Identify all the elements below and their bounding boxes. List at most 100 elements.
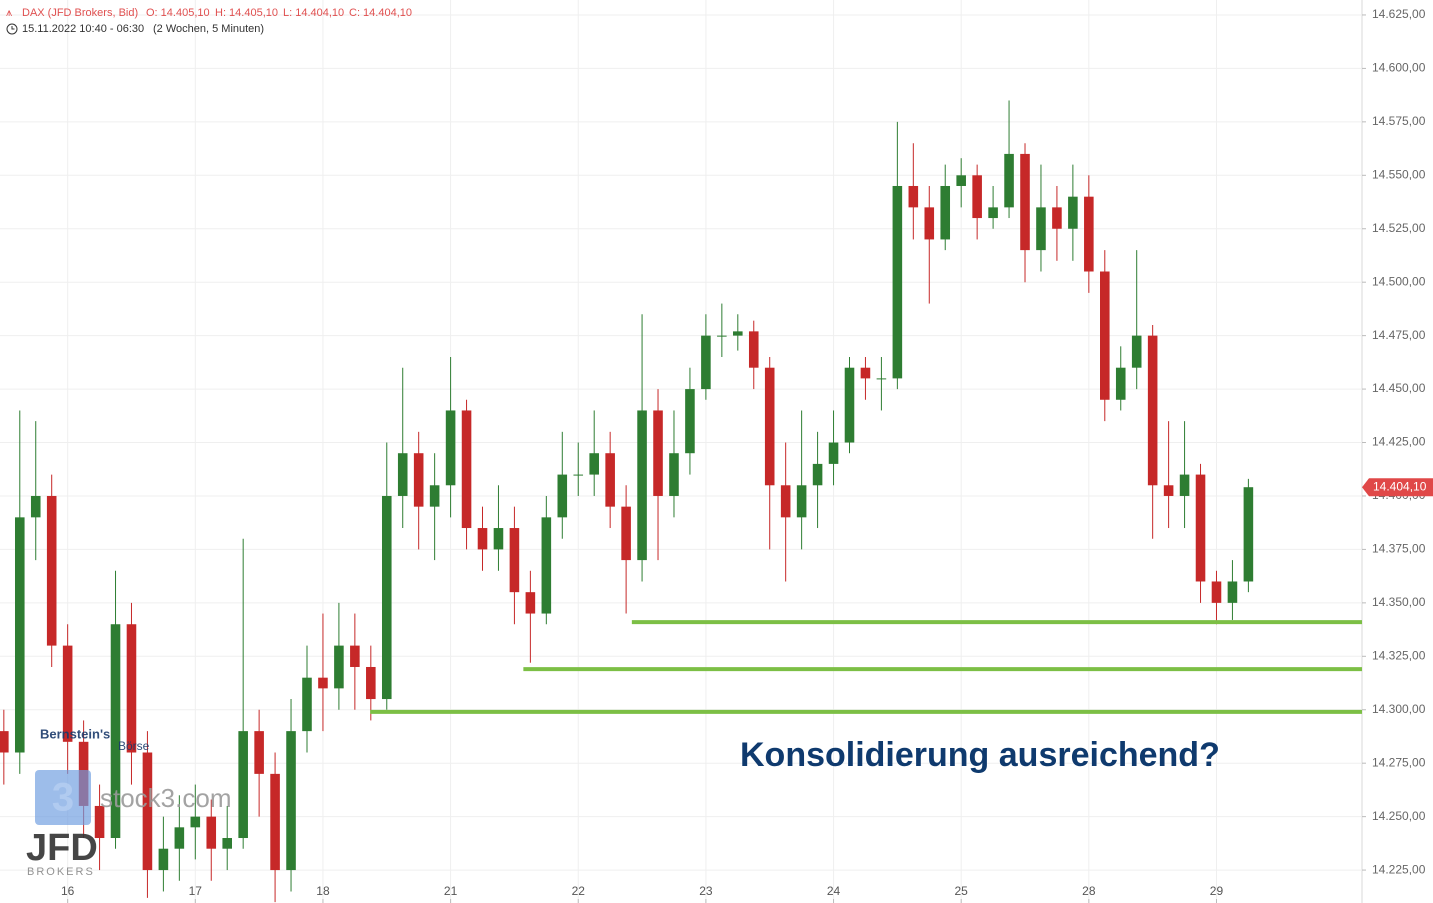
header: ⩚ DAX (JFD Brokers, Bid) O: 14.405,10 H:…	[6, 7, 412, 35]
candle-body	[493, 528, 504, 550]
y-tick-label: 14.300,00	[1372, 702, 1426, 716]
candle-body	[860, 367, 871, 379]
candle-body	[988, 207, 998, 219]
candle-body	[637, 410, 647, 561]
candle-body	[477, 528, 488, 550]
candle-body	[764, 367, 775, 486]
y-tick-label: 14.425,00	[1372, 435, 1426, 449]
candle-body	[334, 645, 344, 689]
candle-body	[94, 805, 105, 839]
candle-body	[1100, 271, 1110, 400]
candle-body	[1068, 196, 1078, 229]
y-tick-label: 14.275,00	[1372, 755, 1426, 769]
candle-body	[1147, 335, 1158, 486]
candle-body	[621, 506, 631, 561]
bernstein-logo: Bernstein's	[40, 726, 110, 741]
brokers-logo: BROKERS	[27, 866, 95, 878]
boerse-logo: Börse	[118, 739, 150, 753]
candle-body	[1163, 485, 1174, 496]
candle-body	[286, 731, 296, 871]
y-tick-label: 14.350,00	[1372, 595, 1426, 609]
ohlc-high: H: 14.405,10	[215, 7, 278, 19]
candle-body	[557, 474, 568, 518]
candle-body	[605, 453, 615, 507]
candle-body	[876, 378, 887, 380]
candle-body	[972, 175, 982, 219]
header-icon: ⩚	[6, 7, 12, 19]
candle-body	[956, 175, 966, 186]
candle-body	[318, 677, 328, 689]
clock-icon	[6, 23, 18, 35]
candle-body	[1179, 474, 1190, 496]
candle-body	[525, 592, 536, 614]
candle-body	[62, 645, 73, 742]
candle-body	[892, 185, 903, 379]
candle-body	[302, 677, 312, 732]
candle-body	[110, 624, 121, 839]
stock3-logo: stock3.com	[100, 783, 232, 813]
ohlc-close: C: 14.404,10	[349, 7, 412, 19]
ohlc-low: L: 14.404,10	[283, 7, 344, 19]
y-tick-label: 14.250,00	[1372, 809, 1426, 823]
candle-body	[940, 185, 951, 240]
candle-body	[1131, 335, 1142, 368]
y-tick-label: 14.450,00	[1372, 381, 1426, 395]
candle-body	[1036, 207, 1046, 251]
candle-body	[126, 624, 137, 753]
stock3-icon	[35, 770, 91, 825]
candle-body	[908, 185, 919, 208]
candle-body	[30, 495, 41, 518]
candle-body	[541, 517, 552, 614]
candle-body	[174, 827, 185, 849]
candle-body	[142, 752, 153, 871]
candle-body	[461, 410, 472, 529]
x-tick-label: 21	[444, 884, 458, 898]
candle-body	[1227, 581, 1238, 603]
candle-body	[509, 528, 520, 593]
candle-body	[158, 848, 169, 871]
x-tick-label: 29	[1210, 884, 1224, 898]
y-tick-label: 14.625,00	[1372, 7, 1426, 21]
candle-body	[733, 331, 743, 336]
candle-body	[717, 335, 727, 337]
candle-body	[190, 816, 201, 828]
candle-body	[573, 474, 584, 476]
candle-body	[828, 442, 839, 464]
annotation: Konsolidierung ausreichend?	[740, 736, 1220, 774]
candle-body	[748, 331, 759, 368]
candle-body	[653, 410, 663, 496]
candle-body	[238, 731, 248, 839]
candle-body	[1211, 581, 1222, 603]
candle-body	[445, 410, 456, 486]
clock-hand	[11, 26, 15, 30]
candle-body	[1004, 153, 1014, 208]
x-tick-label: 25	[955, 884, 969, 898]
candle-body	[1115, 367, 1126, 400]
candle-body	[812, 463, 823, 486]
y-tick-label: 14.600,00	[1372, 61, 1426, 75]
candle-body	[1195, 474, 1206, 582]
x-tick-label: 17	[189, 884, 203, 898]
jfd-logo: JFD	[26, 827, 98, 869]
x-tick-label: 24	[827, 884, 841, 898]
candle-body	[350, 645, 360, 667]
levels	[370, 620, 1362, 714]
x-tick-label: 23	[699, 884, 713, 898]
candle-body	[669, 453, 679, 496]
candle-body	[780, 485, 791, 518]
x-tick-label: 28	[1082, 884, 1096, 898]
candle-body	[397, 453, 408, 496]
x-tick-label: 18	[316, 884, 330, 898]
y-tick-label: 14.550,00	[1372, 167, 1426, 181]
last-price-tag	[1362, 478, 1433, 497]
candle-body	[206, 816, 217, 849]
axes: 14.225,00 14.250,00 14.275,00 14.300,00 14.3…	[61, 7, 1433, 903]
y-tick-label: 14.525,00	[1372, 221, 1426, 235]
y-tick-label: 14.375,00	[1372, 542, 1426, 556]
candle-body	[0, 731, 9, 753]
candle-body	[924, 207, 935, 240]
watermarks: Bernstein's Börse 3 stock3.com JFD BROKE…	[26, 726, 232, 877]
candle-body	[46, 495, 57, 646]
